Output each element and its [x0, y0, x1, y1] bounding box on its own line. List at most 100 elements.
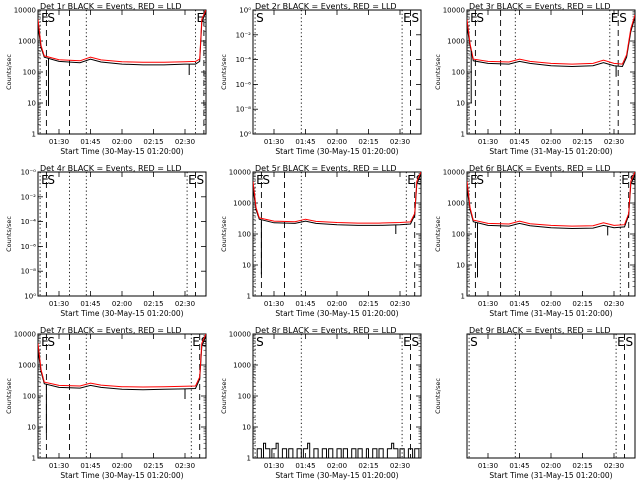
time-marker-label: E [403, 11, 411, 25]
y-tick-label: 100 [238, 231, 251, 239]
y-tick-label: 10000 [443, 7, 465, 15]
panel-title: Det 1r BLACK = Events, RED = LLD [40, 2, 182, 11]
x-tick-label: 02:15 [143, 300, 163, 308]
x-axis-label: Start Time (31-May-15 01:20:00) [489, 471, 612, 480]
plot-content: ES E S [38, 334, 206, 458]
x-tick-label: 01:30 [478, 138, 498, 146]
panel-title: Det 9r BLACK = Events, RED = LLD [469, 326, 611, 335]
x-tick-label: 02:30 [175, 300, 195, 308]
x-tick-label: 01:30 [264, 138, 284, 146]
x-tick-label: 02:15 [572, 462, 592, 470]
x-tick-label: 01:45 [80, 300, 100, 308]
time-marker-label: S [412, 11, 420, 25]
time-marker-label: E [470, 173, 478, 187]
y-tick-label: 10 [27, 424, 36, 432]
panel-title: Det 4r BLACK = Events, RED = LLD [40, 164, 182, 173]
y-tick-label: 100 [452, 69, 465, 77]
plot-frame [466, 171, 636, 297]
time-marker-label: S [47, 11, 55, 25]
y-axis-label: Counts/sec [220, 378, 228, 414]
x-tick-label: 01:30 [49, 138, 69, 146]
x-tick-label: 01:45 [509, 300, 529, 308]
y-tick-label: 10 [456, 262, 465, 270]
x-tick-label: 02:00 [112, 138, 132, 146]
y-tick-label: 10 [27, 100, 36, 108]
x-tick-label: 01:45 [509, 462, 529, 470]
y-axis-label: Counts/sec [5, 54, 13, 90]
x-tick-label: 01:30 [264, 462, 284, 470]
y-tick-label: 10000 [443, 169, 465, 177]
time-marker-label: E [407, 173, 415, 187]
plot-frame [466, 333, 636, 459]
x-axis-label: Start Time (30-May-15 01:20:00) [275, 147, 398, 156]
time-marker-label: E [470, 11, 478, 25]
y-tick-label: 10 [456, 100, 465, 108]
y-tick-label: 1 [247, 293, 251, 301]
x-tick-label: 02:15 [143, 138, 163, 146]
x-tick-label: 02:00 [541, 300, 561, 308]
lld-series-line [467, 172, 635, 227]
x-tick-label: 01:45 [295, 462, 315, 470]
y-tick-label: 10000 [14, 331, 36, 339]
y-tick-label: 10000 [229, 169, 251, 177]
x-tick-label: 01:45 [80, 462, 100, 470]
time-marker-label: S [476, 173, 484, 187]
x-tick-label: 02:15 [143, 462, 163, 470]
time-marker-label: E [192, 335, 200, 349]
x-tick-label: 02:30 [390, 138, 410, 146]
y-tick-label: 10⁻⁶ [21, 243, 37, 251]
x-tick-label: 02:00 [327, 138, 347, 146]
x-tick-label: 02:15 [358, 462, 378, 470]
time-marker-label: S [256, 11, 264, 25]
y-tick-label: 10⁻⁸ [21, 268, 37, 276]
chart-panel-4: Det 4r BLACK = Events, RED = LLD Start Ti… [5, 164, 207, 318]
time-marker-label: S [619, 11, 627, 25]
y-axis-label: Counts/sec [434, 54, 442, 90]
x-tick-label: 02:30 [604, 300, 624, 308]
events-series-line [253, 442, 421, 458]
y-tick-label: 100 [23, 393, 36, 401]
y-tick-label: 10⁻² [21, 193, 37, 201]
panel-title: Det 8r BLACK = Events, RED = LLD [255, 326, 397, 335]
events-series-line [467, 16, 635, 68]
y-tick-label: 1000 [233, 200, 251, 208]
time-marker-label: E [403, 335, 411, 349]
time-marker-label: E [256, 173, 264, 187]
x-axis-label: Start Time (30-May-15 01:20:00) [60, 147, 183, 156]
y-tick-label: 10⁻⁴ [21, 218, 37, 226]
chart-panel-9: Det 9r BLACK = Events, RED = LLD Start Ti… [434, 326, 636, 480]
lld-series-line [467, 14, 635, 65]
plot-frame [252, 9, 422, 135]
y-tick-label: 10⁻⁶ [236, 81, 252, 89]
y-tick-label: 100 [238, 393, 251, 401]
y-tick-label: 1000 [233, 362, 251, 370]
y-tick-label: 10⁰ [24, 293, 36, 301]
y-tick-label: 1 [32, 131, 36, 139]
plot-frame [37, 333, 207, 459]
events-series-line [38, 11, 206, 66]
y-axis-label: Counts/sec [434, 216, 442, 252]
x-tick-label: 01:45 [509, 138, 529, 146]
y-axis-label: Counts/sec [5, 216, 13, 252]
lld-series-line [38, 10, 206, 63]
x-axis-label: Start Time (31-May-15 01:20:00) [489, 309, 612, 318]
x-tick-label: 02:00 [541, 138, 561, 146]
y-tick-label: 10000 [14, 7, 36, 15]
panel-title: Det 5r BLACK = Events, RED = LLD [255, 164, 397, 173]
y-tick-label: 10⁻⁰ [21, 169, 37, 177]
lld-series-line [253, 172, 421, 224]
x-tick-label: 02:00 [541, 462, 561, 470]
chart-panel-5: Det 5r BLACK = Events, RED = LLD Start Ti… [220, 164, 422, 318]
y-tick-label: 10 [242, 262, 251, 270]
y-axis-label: Counts/sec [220, 54, 228, 90]
x-tick-label: 02:15 [572, 138, 592, 146]
y-tick-label: 1 [32, 455, 36, 463]
time-marker-label: S [205, 11, 213, 25]
time-marker-label: S [626, 335, 634, 349]
y-tick-label: 10⁻⁴ [236, 56, 252, 64]
x-axis-label: Start Time (30-May-15 01:20:00) [60, 471, 183, 480]
y-axis-label: Counts/sec [220, 216, 228, 252]
time-marker-label: S [47, 173, 55, 187]
x-tick-label: 02:15 [572, 300, 592, 308]
